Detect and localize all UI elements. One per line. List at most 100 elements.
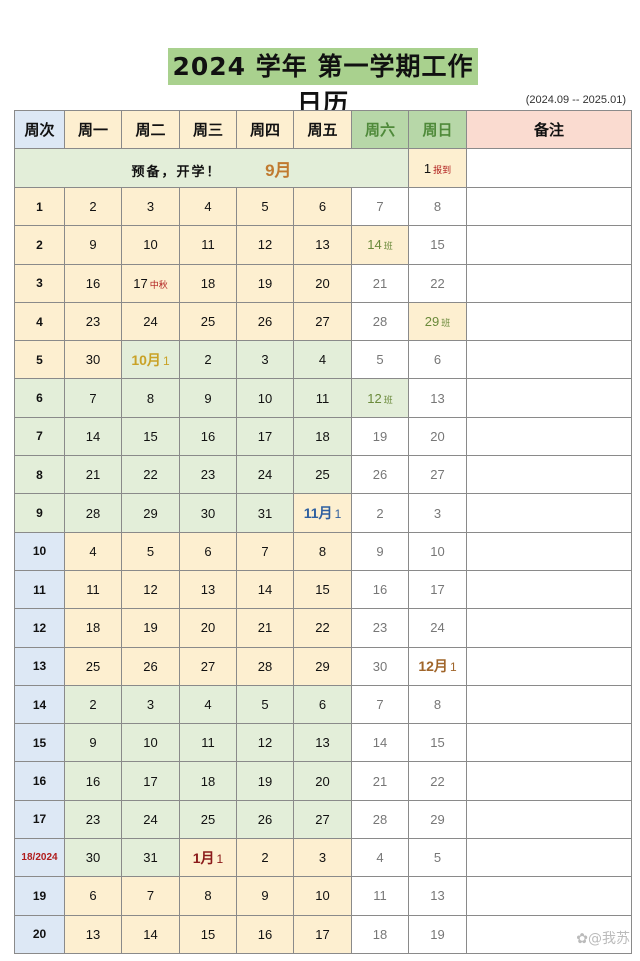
week-number: 11 <box>14 569 65 610</box>
week-row: 10 4 5 6 7 8 9 10 <box>14 531 632 571</box>
notes-cell[interactable] <box>466 646 632 686</box>
day-number: 1 <box>162 353 170 368</box>
day-number: 29 <box>424 314 440 330</box>
day-cell: 11月 1 <box>293 493 352 533</box>
header-sat: 周六 <box>351 110 409 149</box>
day-number: 31 <box>143 850 158 866</box>
notes-cell[interactable] <box>466 493 632 533</box>
week-number: 13 <box>14 646 65 686</box>
day-number: 8 <box>318 543 327 559</box>
day-number: 16 <box>200 428 216 444</box>
week-number: 14 <box>14 684 65 725</box>
notes-cell[interactable] <box>466 225 632 265</box>
day-number: 18 <box>85 620 101 636</box>
day-number: 17 <box>133 275 148 291</box>
day-number: 11 <box>201 735 215 751</box>
week-row: 3 16 17 中秋 18 19 20 21 22 <box>14 263 632 303</box>
day-cell: 13 <box>293 225 352 265</box>
day-number: 2 <box>261 850 269 866</box>
day-cell: 8 <box>293 531 352 571</box>
day-number: 18 <box>372 926 388 942</box>
day-cell: 21 <box>351 263 409 303</box>
notes-cell[interactable] <box>466 799 632 840</box>
day-cell: 2 <box>179 340 237 380</box>
notes-cell[interactable] <box>466 263 632 303</box>
notes-cell[interactable] <box>466 761 632 801</box>
day-number: 5 <box>376 352 384 368</box>
day-cell: 14 班 <box>351 225 409 265</box>
day-number: 22 <box>315 620 330 636</box>
day-cell: 13 <box>293 723 352 763</box>
notes-cell[interactable] <box>466 340 632 380</box>
day-number: 13 <box>315 237 330 253</box>
day-number: 19 <box>372 428 388 444</box>
day-number: 29 <box>315 658 330 674</box>
day-number: 10 <box>143 735 158 751</box>
week-number: 9 <box>14 493 65 533</box>
notes-cell[interactable] <box>466 301 632 342</box>
week-number: 2 <box>14 225 65 265</box>
day-number: 3 <box>318 850 327 866</box>
week-number: 18/2024 <box>14 838 65 878</box>
notes-cell[interactable] <box>466 186 632 227</box>
notes-cell[interactable] <box>466 531 632 571</box>
day-cell: 17 <box>236 416 294 457</box>
day-number: 5 <box>433 850 442 866</box>
month-label: 10月 <box>131 351 161 368</box>
day-number: 22 <box>143 467 158 483</box>
day-number: 22 <box>430 275 445 291</box>
day-cell: 21 <box>236 608 294 648</box>
day-number: 1 <box>423 160 432 176</box>
day-cell: 7 <box>351 186 409 227</box>
notes-cell[interactable] <box>466 148 632 188</box>
day-number: 5 <box>146 543 155 559</box>
day-number: 19 <box>257 773 273 789</box>
notes-cell[interactable] <box>466 684 632 725</box>
day-cell: 3 <box>408 493 467 533</box>
day-cell: 26 <box>236 799 294 840</box>
day-number: 1 <box>334 507 342 522</box>
day-cell: 10 <box>408 531 467 571</box>
month-label: 1月 <box>192 849 215 866</box>
day-cell: 15 <box>408 225 467 265</box>
notes-cell[interactable] <box>466 416 632 457</box>
notes-cell[interactable] <box>466 838 632 878</box>
notes-cell[interactable] <box>466 378 632 418</box>
day-number: 21 <box>372 773 388 789</box>
day-number: 29 <box>430 811 445 827</box>
day-cell: 24 <box>236 455 294 495</box>
day-number: 9 <box>89 735 97 751</box>
notes-cell[interactable] <box>466 723 632 763</box>
day-number: 24 <box>143 314 158 330</box>
week-row: 14 2 3 4 5 6 7 8 <box>14 684 632 725</box>
day-number: 12 <box>257 735 273 751</box>
day-number: 18 <box>200 275 216 291</box>
notes-cell[interactable] <box>466 455 632 495</box>
day-cell: 21 <box>351 761 409 801</box>
day-cell: 22 <box>408 263 467 303</box>
week-number: 5 <box>14 340 65 380</box>
day-number: 23 <box>85 314 101 330</box>
notes-cell[interactable] <box>466 876 632 916</box>
month-label: 12月 <box>418 658 448 675</box>
day-cell: 15 <box>121 416 180 457</box>
day-cell: 19 <box>236 761 294 801</box>
day-number: 11 <box>201 237 215 253</box>
notes-cell[interactable] <box>466 608 632 648</box>
day-number: 14 <box>372 735 388 751</box>
day-number: 11 <box>373 888 387 904</box>
day-number: 14 <box>257 582 273 598</box>
day-cell: 4 <box>64 531 122 571</box>
day-number: 29 <box>143 505 158 521</box>
day-cell: 18 <box>64 608 122 648</box>
day-number: 16 <box>372 582 388 598</box>
day-number: 13 <box>430 390 445 406</box>
day-cell: 18 <box>179 263 237 303</box>
notes-cell[interactable] <box>466 914 632 954</box>
notes-cell[interactable] <box>466 569 632 610</box>
day-number: 9 <box>261 888 269 904</box>
paw-icon: ✿ <box>576 931 588 947</box>
day-cell: 9 <box>179 378 237 418</box>
day-cell: 23 <box>64 301 122 342</box>
day-number: 1 <box>216 851 224 866</box>
